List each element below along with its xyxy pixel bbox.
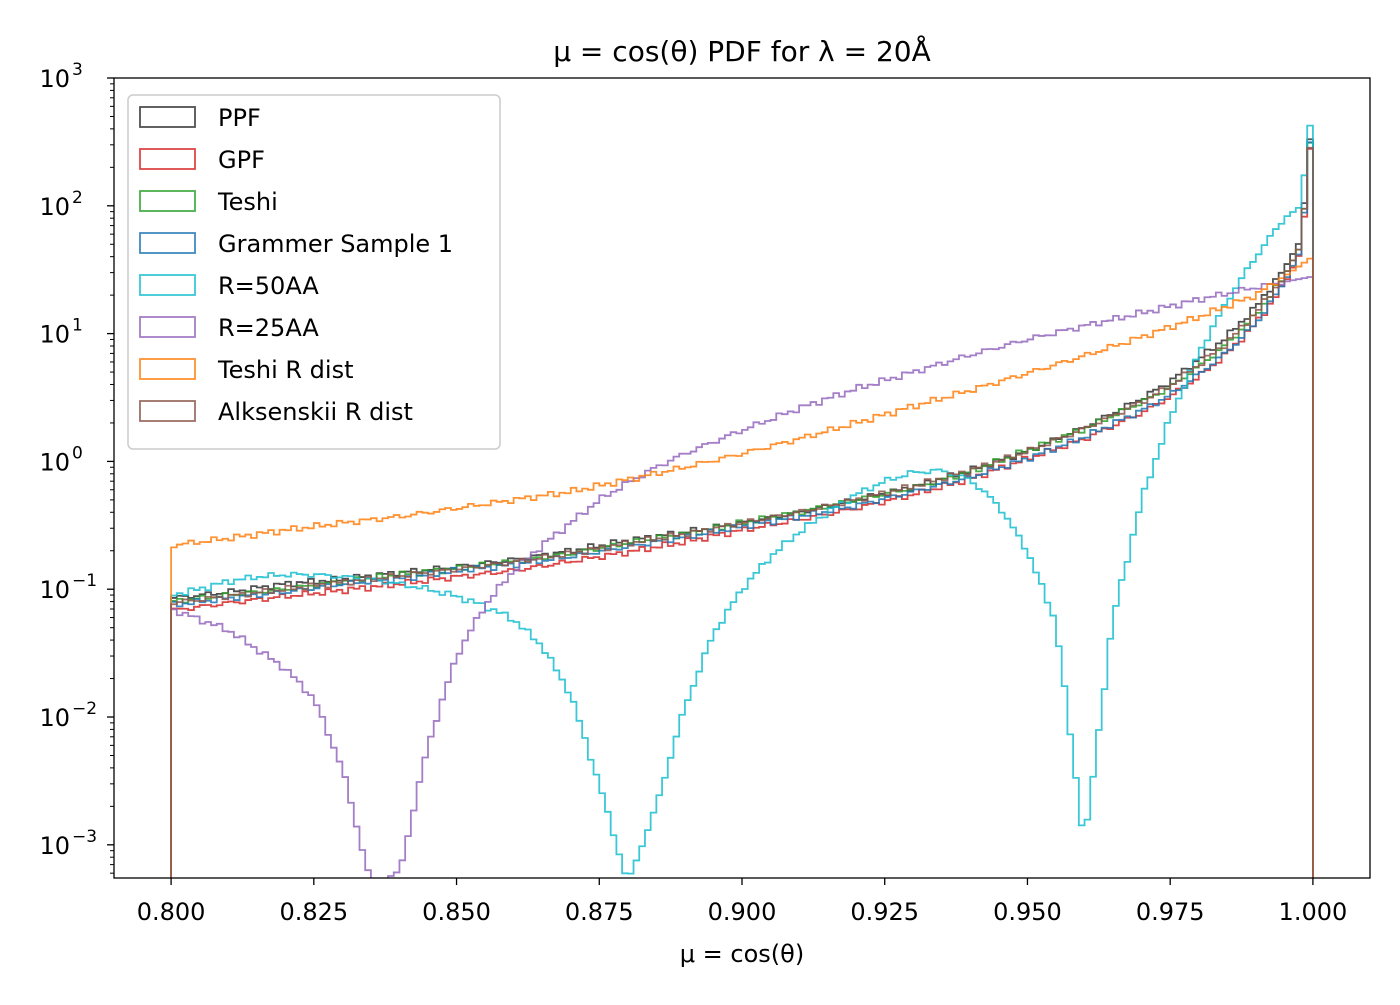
y-tick-exponent: −2 xyxy=(72,699,97,719)
legend-label: Grammer Sample 1 xyxy=(218,230,453,258)
y-tick-exponent: 1 xyxy=(72,316,83,336)
x-tick-label: 0.825 xyxy=(279,898,348,926)
x-tick-label: 0.800 xyxy=(137,898,206,926)
series-line-r-25aa xyxy=(170,276,1314,878)
legend-label: R=25AA xyxy=(218,314,319,342)
series-layer xyxy=(170,124,1314,878)
y-tick-label: 10 xyxy=(39,321,70,349)
y-tick-label: 10 xyxy=(39,193,70,221)
y-tick-label: 10 xyxy=(39,576,70,604)
y-tick-label: 10 xyxy=(39,832,70,860)
chart-title: μ = cos(θ) PDF for λ = 20Å xyxy=(553,34,931,68)
legend-box xyxy=(127,94,501,450)
x-axis: 0.800 0.825 0.850 0.875 0.900 0.925 0.950 0.975… xyxy=(137,878,1348,926)
legend-label: GPF xyxy=(218,146,265,174)
x-tick-label: 0.850 xyxy=(422,898,491,926)
x-tick-label: 0.925 xyxy=(850,898,919,926)
y-tick-exponent: 3 xyxy=(72,60,83,80)
x-tick-label: 0.900 xyxy=(708,898,777,926)
y-tick-exponent: −1 xyxy=(72,571,97,591)
series-line-grammer-sample-1 xyxy=(170,141,1314,878)
series-line-teshi-r-dist xyxy=(170,257,1314,878)
y-tick-label: 10 xyxy=(39,704,70,732)
x-tick-label: 0.875 xyxy=(565,898,634,926)
legend-label: Teshi xyxy=(217,188,278,216)
legend-label: R=50AA xyxy=(218,272,319,300)
legend-swatch xyxy=(139,358,196,380)
legend-label: Alksenskii R dist xyxy=(218,398,413,426)
legend-swatch xyxy=(139,106,196,128)
legend: PPF GPF Teshi Grammer Sample 1 R=50AA R=25AA T… xyxy=(127,94,501,450)
legend-swatch xyxy=(139,232,196,254)
y-tick-exponent: 2 xyxy=(72,188,83,208)
legend-label: Teshi R dist xyxy=(217,356,353,384)
legend-swatch xyxy=(139,190,196,212)
x-tick-label: 0.950 xyxy=(993,898,1062,926)
x-tick-label: 1.000 xyxy=(1279,898,1348,926)
legend-swatch xyxy=(139,148,196,170)
y-tick-label: 10 xyxy=(39,448,70,476)
series-line-alksenskii-r-dist xyxy=(170,146,1314,878)
y-tick-label: 10 xyxy=(39,65,70,93)
x-axis-label: μ = cos(θ) xyxy=(680,940,804,968)
legend-swatch xyxy=(139,274,196,296)
legend-swatch xyxy=(139,400,196,422)
x-tick-label: 0.975 xyxy=(1136,898,1205,926)
legend-swatch xyxy=(139,316,196,338)
legend-label: PPF xyxy=(218,104,261,132)
y-tick-exponent: 0 xyxy=(72,443,83,463)
y-tick-exponent: −3 xyxy=(72,827,97,847)
